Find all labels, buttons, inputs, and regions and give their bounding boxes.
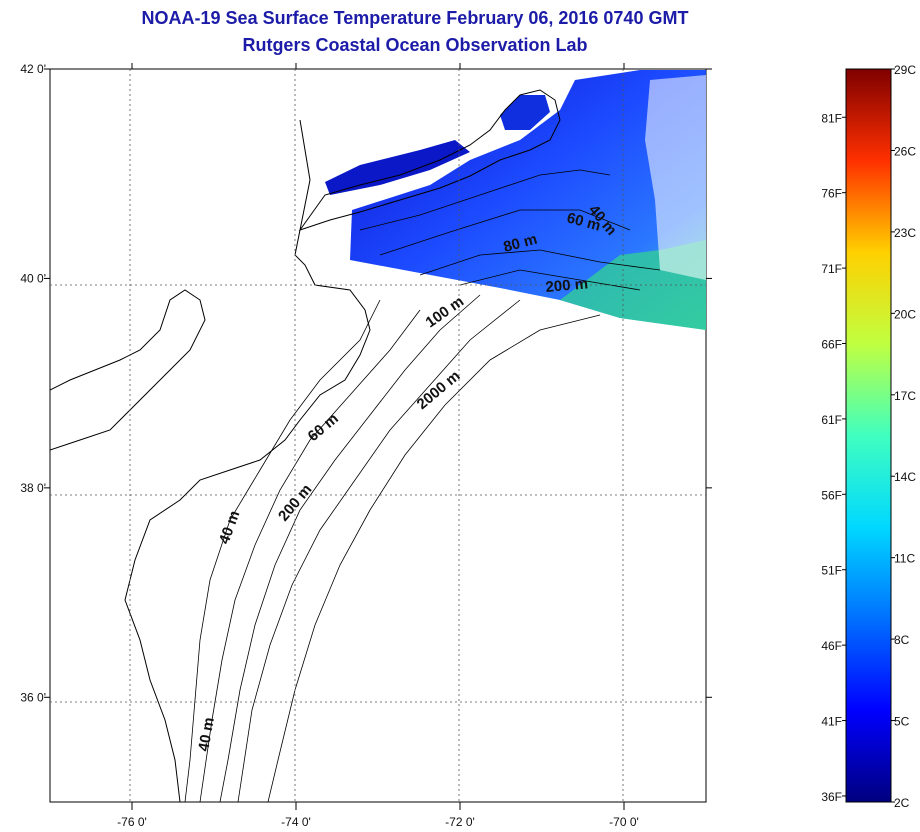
colorbar-fahrenheit-label: 36F: [821, 790, 842, 804]
lat-tick-label: 40 0': [20, 271, 46, 285]
lon-tick-label: -72 0': [445, 815, 475, 829]
colorbar: [845, 68, 892, 803]
lon-axis: -76 0' -74 0' -72 0' -70 0': [117, 63, 639, 829]
colorbar-celsius-label: 2C: [894, 796, 910, 810]
colorbar-celsius-label: 5C: [894, 715, 910, 729]
colorbar-fahrenheit-label: 41F: [821, 715, 842, 729]
colorbar-fahrenheit-label: 51F: [821, 564, 842, 578]
lat-axis: 42 0' 40 0' 38 0' 36 0': [20, 62, 712, 704]
colorbar-fahrenheit-label: 46F: [821, 639, 842, 653]
title-line-1: NOAA-19 Sea Surface Temperature February…: [141, 8, 689, 28]
graticule: [50, 69, 706, 802]
colorbar-fahrenheit-label: 71F: [821, 262, 842, 276]
contour-2000m: [267, 314, 601, 802]
lat-tick-label: 42 0': [20, 62, 46, 76]
cloud-gaps: [645, 75, 706, 280]
colorbar-fahrenheit-labels: 81F 76F 71F 66F 61F 56F 51F 46F 41F 36F: [821, 111, 846, 804]
contour-60m: [199, 209, 631, 802]
title-line-2: Rutgers Coastal Ocean Observation Lab: [242, 35, 588, 55]
colorbar-celsius-label: 11C: [894, 552, 915, 566]
sst-swath-north-sound: [325, 140, 470, 195]
colorbar-celsius-labels: 29C 26C 23C 20C 17C 14C 11C 8C 5C 2C: [891, 63, 916, 810]
colorbar-celsius-label: 29C: [894, 63, 916, 77]
colorbar-fahrenheit-label: 61F: [821, 413, 842, 427]
lat-tick-label: 36 0': [20, 690, 46, 704]
contour-100m: [219, 249, 661, 802]
lon-tick-label: -74 0': [281, 815, 311, 829]
colorbar-fahrenheit-label: 76F: [821, 187, 842, 201]
contour-label: 200 m: [545, 275, 589, 296]
lon-tick-label: -76 0': [117, 815, 147, 829]
colorbar-celsius-label: 23C: [894, 226, 916, 240]
colorbar-fahrenheit-label: 81F: [821, 111, 842, 125]
colorbar-celsius-label: 8C: [894, 633, 910, 647]
colorbar-celsius-label: 14C: [894, 470, 916, 484]
colorbar-fahrenheit-label: 66F: [821, 337, 842, 351]
contour-label: 40 m: [195, 716, 218, 753]
colorbar-celsius-label: 20C: [894, 307, 916, 321]
contour-40m: [184, 169, 611, 802]
colorbar-fahrenheit-label: 56F: [821, 488, 842, 502]
sst-swath-bay: [500, 95, 550, 130]
colorbar-celsius-label: 26C: [894, 144, 916, 158]
lat-tick-label: 38 0': [20, 481, 46, 495]
colorbar-celsius-label: 17C: [894, 389, 916, 403]
coastline: [50, 89, 561, 802]
lon-tick-label: -70 0': [609, 815, 639, 829]
